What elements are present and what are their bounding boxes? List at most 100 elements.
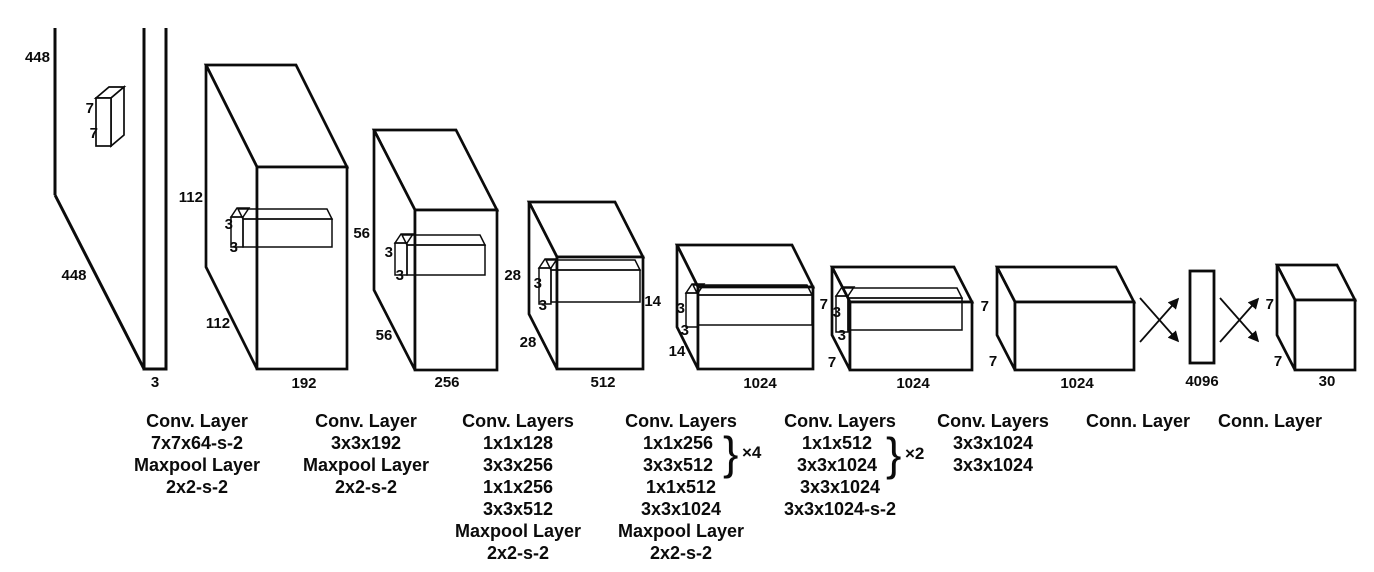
dim-label: 4096 (1185, 373, 1218, 390)
dim-label: 3 (385, 244, 393, 261)
conv-box-28 (526, 200, 646, 371)
dim-label: 256 (434, 374, 459, 391)
dim-label: 512 (590, 374, 615, 391)
caption-line: 3x3x512 (643, 455, 713, 475)
caption-line: 7x7x64-s-2 (151, 433, 243, 453)
kernel-cross-face (538, 267, 552, 305)
dim-label: 28 (520, 334, 537, 351)
kernel-slider-box (834, 286, 964, 333)
repeat-brace: } (723, 427, 738, 479)
kernel-slider-box (393, 233, 487, 276)
caption-line: 3x3x1024 (800, 477, 880, 497)
dim-label: 14 (669, 343, 686, 360)
box-top-face (994, 265, 1137, 304)
dim-label: 3 (681, 322, 689, 339)
caption-line: 1x1x256 (643, 433, 713, 453)
conv-box-7b (994, 265, 1137, 372)
caption-block-3: Conv. Layers 1x1x128 3x3x256 1x1x256 3x3… (455, 411, 581, 563)
box-front-face (1013, 300, 1136, 372)
caption-line: 2x2-s-2 (650, 543, 712, 563)
input-image-plane (53, 28, 168, 371)
dim-label: 56 (376, 327, 393, 344)
kernel-cross-face (835, 295, 849, 333)
caption-line: 2x2-s-2 (335, 477, 397, 497)
dim-label: 3 (534, 275, 542, 292)
dim-label: 7 (86, 100, 94, 117)
box-front-face (848, 300, 974, 372)
box-front-face (1293, 298, 1357, 372)
box-front-face (255, 165, 349, 371)
fully-connected-arrows-2 (1219, 297, 1260, 343)
caption-line: 3x3x1024 (797, 455, 877, 475)
caption-line: Conv. Layers (937, 411, 1049, 431)
dim-label: 1024 (1060, 375, 1094, 392)
repeat-multiplier: ×4 (742, 443, 762, 462)
caption-line: 1x1x128 (483, 433, 553, 453)
box-top-face (674, 243, 816, 289)
kernel-cross-face (685, 292, 699, 328)
caption-line: Conv. Layer (146, 411, 248, 431)
dim-label: 7 (1266, 296, 1274, 313)
caption-line: Conv. Layers (462, 411, 574, 431)
arrow-down-icon (1219, 297, 1260, 343)
kernel-slider-box (684, 283, 814, 328)
kernel-side-face (110, 85, 125, 148)
caption-line: Conn. Layer (1218, 411, 1322, 431)
caption-block-2: Conv. Layer 3x3x192 Maxpool Layer 2x2-s-… (303, 411, 429, 497)
dim-label: 3 (539, 297, 547, 314)
caption-block-7: Conn. Layer (1086, 411, 1190, 431)
caption-line: 3x3x1024 (953, 455, 1033, 475)
fully-connected-arrows-1 (1139, 297, 1180, 343)
caption-block-8: Conn. Layer (1218, 411, 1322, 431)
caption-line: 1x1x256 (483, 477, 553, 497)
box-front-face (555, 255, 645, 371)
box-top-face (829, 265, 975, 304)
caption-block-5: Conv. Layers 1x1x512 3x3x1024 3x3x1024 3… (784, 411, 924, 519)
caption-line: 1x1x512 (646, 477, 716, 497)
dim-label: 7 (820, 296, 828, 313)
dim-label: 7 (1274, 353, 1282, 370)
caption-line: 2x2-s-2 (166, 477, 228, 497)
caption-line: 3x3x192 (331, 433, 401, 453)
dim-label: 56 (353, 225, 370, 242)
kernel-front-face (95, 97, 112, 147)
dim-label: 7 (90, 125, 98, 142)
arrow-down-icon (1139, 297, 1180, 343)
caption-line: 3x3x256 (483, 455, 553, 475)
input-depth-slab (142, 28, 168, 371)
caption-line: Maxpool Layer (455, 521, 581, 541)
input-bottom-edge (53, 194, 146, 370)
kernel-slider-box (537, 258, 642, 305)
dim-label: 192 (291, 375, 316, 392)
caption-line: 3x3x512 (483, 499, 553, 519)
caption-block-6: Conv. Layers 3x3x1024 3x3x1024 (937, 411, 1049, 475)
caption-line: Conn. Layer (1086, 411, 1190, 431)
dim-label: 112 (179, 189, 203, 206)
fc-layer-4096 (1188, 269, 1216, 365)
dim-label: 28 (504, 267, 521, 284)
box-front-face (696, 285, 815, 371)
repeat-brace: } (886, 428, 901, 480)
caption-line: 1x1x512 (802, 433, 872, 453)
dim-label: 3 (225, 216, 233, 233)
conv-box-14 (674, 243, 816, 371)
caption-line: Maxpool Layer (134, 455, 260, 475)
dim-label: 3 (396, 267, 404, 284)
caption-line: Maxpool Layer (303, 455, 429, 475)
dim-label: 3 (833, 304, 841, 321)
caption-block-1: Conv. Layer 7x7x64-s-2 Maxpool Layer 2x2… (134, 411, 260, 497)
conv-box-7a (829, 265, 975, 372)
caption-line: Conv. Layer (315, 411, 417, 431)
input-kernel-box (93, 85, 127, 148)
conv-box-56 (371, 128, 500, 372)
dim-label: 112 (206, 315, 230, 332)
box-front-face (413, 208, 499, 372)
caption-line: Conv. Layers (625, 411, 737, 431)
dim-label: 3 (151, 374, 159, 391)
dim-label: 3 (230, 239, 238, 256)
output-tensor (1274, 263, 1358, 372)
kernel-slider-box (229, 207, 334, 248)
dim-label: 448 (25, 49, 50, 66)
